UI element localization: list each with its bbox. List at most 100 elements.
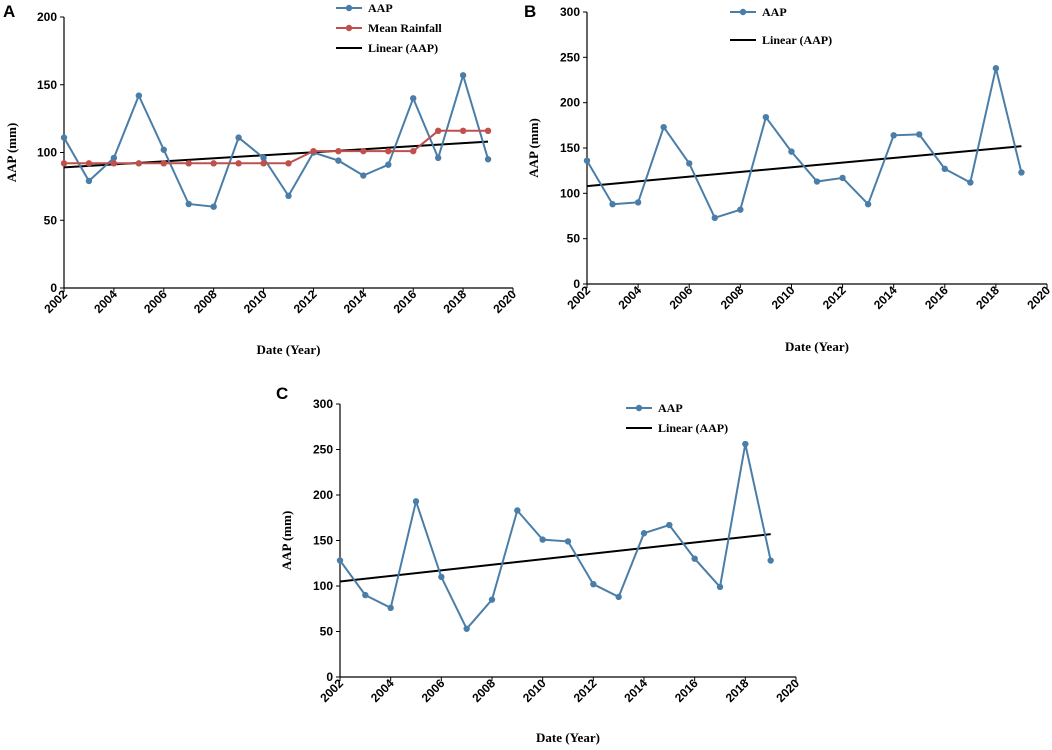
panel-c-trend [339,533,771,583]
x-tick-label: 2014 [621,676,650,705]
panel-c-letter: C [276,384,288,403]
data-point [686,160,693,167]
x-tick-label: 2008 [469,676,498,705]
data-point [412,498,420,505]
y-tick-label: 50 [44,213,58,227]
legend-marker [739,8,747,16]
data-point [737,206,744,213]
x-tick-label: 2016 [672,676,701,705]
data-point [185,200,192,208]
data-point [160,146,167,153]
x-tick-label: 2014 [341,287,370,316]
data-point [438,573,445,581]
y-tick-label: 0 [326,670,333,684]
legend-label: AAP [368,1,393,15]
y-tick-label: 100 [37,146,57,160]
data-point [110,154,118,162]
legend-label: Linear (AAP) [762,33,832,47]
data-point [583,157,591,164]
y-tick-label: 300 [313,397,333,411]
data-point [385,147,392,155]
data-point [260,154,267,162]
x-tick-label: 2010 [241,287,270,316]
data-point [360,172,367,179]
data-point [60,134,68,141]
panel-c-series [336,440,774,632]
data-point [110,160,118,167]
data-point [666,521,673,529]
y-tick-label: 250 [313,443,333,457]
x-tick-label: 2004 [368,676,397,705]
x-tick-label: 2002 [41,287,70,316]
data-point [463,625,470,632]
data-point [434,127,442,135]
x-tick-label: 2012 [291,287,320,316]
y-tick-label: 100 [560,186,580,200]
x-tick-label: 2012 [820,283,849,312]
y-tick-label: 150 [313,534,333,548]
x-tick-label: 2002 [317,676,346,705]
panel-a-series [60,71,492,210]
panel-b-letter: B [524,2,536,21]
y-tick-label: 0 [573,277,580,291]
legend-label: Linear (AAP) [368,41,438,55]
data-point [410,95,417,102]
data-point [640,530,648,537]
x-tick-label: 2010 [769,283,798,312]
x-tick-label: 2020 [490,287,519,316]
trend-line [339,533,771,583]
panel-c-axes: 0 50 100 150 200 250 300 2002 2004 2006 2008 2010 20… [279,397,802,745]
data-point [459,127,467,135]
data-point [890,132,897,139]
data-point [235,134,242,141]
data-point [839,174,846,182]
data-point [85,177,93,185]
x-tick-label: 2016 [922,283,951,312]
x-tick-label: 2006 [667,283,696,312]
x-tick-label: 2012 [571,676,600,705]
data-point [609,201,616,208]
y-tick-label: 250 [560,50,580,64]
panel-a-axes: 0 50 100 150 200 2002 2004 2006 2008 2010 2012 2014… [4,10,519,357]
series-line [63,71,490,208]
legend-marker [345,4,353,12]
data-point [387,604,394,612]
x-tick-label: 2020 [773,676,802,705]
data-point [767,557,774,564]
data-point [336,557,344,564]
data-point [488,596,496,603]
data-point [210,203,217,210]
panel-a-legend: AAP Mean Rainfall Linear (AAP) [336,1,442,55]
data-point [590,580,597,588]
x-axis-title: Date (Year) [785,339,849,354]
data-point [135,92,143,99]
data-point [864,201,872,208]
panel-b-chart: B 0 50 100 150 200 250 300 2002 2004 2006 2008 2010… [524,2,1052,354]
x-tick-label: 2002 [564,283,593,312]
legend-marker [635,404,643,412]
x-tick-label: 2018 [973,283,1002,312]
y-tick-label: 50 [320,625,334,639]
x-tick-label: 2006 [141,287,170,316]
data-point [660,123,667,131]
data-point [916,131,923,138]
x-tick-label: 2010 [520,676,549,705]
y-axis-title: AAP (mm) [4,123,19,183]
x-tick-label: 2004 [615,283,644,312]
data-point [410,147,417,155]
panel-c-chart: C 0 50 100 150 200 250 300 2002 2004 2006 2008 2010… [276,384,802,745]
y-tick-label: 200 [560,96,580,110]
series-line [64,129,489,165]
x-tick-label: 2008 [718,283,747,312]
panel-b-axes: 0 50 100 150 200 250 300 2002 2004 2006 2008 2010 20… [526,5,1052,354]
data-point [434,154,442,162]
data-point [285,192,292,200]
x-axis-title: Date (Year) [257,342,321,357]
data-point [335,147,342,155]
data-point [788,148,795,155]
legend-marker [345,24,353,32]
data-point [260,160,267,167]
x-axis-title: Date (Year) [536,730,600,745]
panel-b-legend: AAP Linear (AAP) [730,5,832,47]
data-point [539,536,546,543]
